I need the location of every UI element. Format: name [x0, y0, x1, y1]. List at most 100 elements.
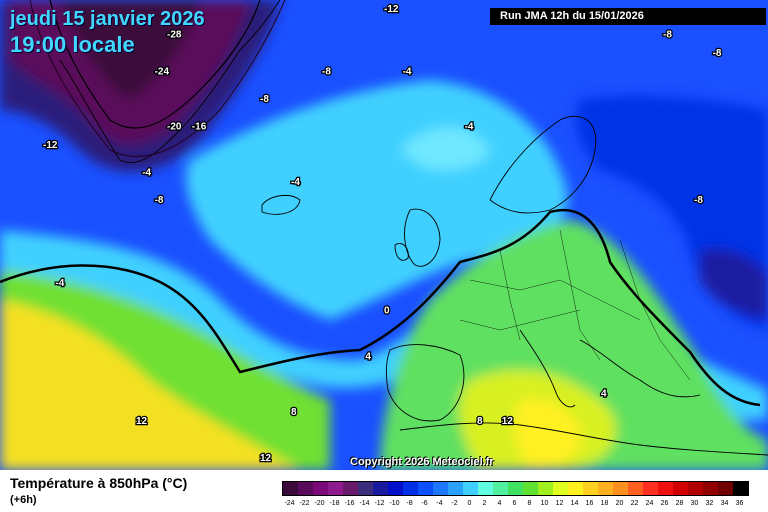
legend-label: -22	[299, 500, 310, 507]
isotherm-value-label: -28	[167, 30, 182, 41]
field-light-cyan	[400, 127, 490, 170]
legend-label: 6	[512, 500, 517, 507]
field-yellow-south	[514, 398, 581, 470]
legend-label: -12	[374, 500, 385, 507]
legend-label: -24	[284, 500, 295, 507]
legend-swatch	[373, 482, 388, 495]
legend-swatch	[598, 482, 613, 495]
legend-swatch	[583, 482, 598, 495]
isotherm-value-label: -8	[322, 66, 331, 77]
legend-swatch	[358, 482, 373, 495]
legend-label: 22	[630, 500, 639, 507]
legend-label: -10	[389, 500, 400, 507]
isotherm-greenland-b	[29, 0, 286, 157]
legend-label: -18	[329, 500, 340, 507]
isotherm-value-label: -12	[43, 140, 58, 151]
isotherm-zero	[0, 209, 761, 407]
isotherm-value-label: -16	[192, 122, 207, 133]
legend-swatch	[463, 482, 478, 495]
legend-label: 32	[705, 500, 714, 507]
borders	[459, 229, 691, 381]
coast-uk	[404, 208, 441, 267]
coast-iberia	[385, 344, 465, 422]
legend-swatch	[493, 482, 508, 495]
legend-swatch	[688, 482, 703, 495]
legend-label: 30	[690, 500, 699, 507]
isotherm-value-label: -4	[142, 168, 151, 179]
isotherm-value-label: 12	[502, 416, 514, 427]
forecast-date: jeudi 15 janvier 2026	[10, 8, 205, 30]
legend-swatch	[553, 482, 568, 495]
legend-swatch	[478, 482, 493, 495]
isotherm-value-label: -4	[55, 278, 64, 289]
isotherm-value-label: 12	[136, 416, 148, 427]
border-2	[499, 249, 521, 341]
isotherm-value-label: -8	[713, 48, 722, 59]
coast-balkans	[579, 339, 701, 398]
isotherm-value-label: 8	[291, 407, 297, 418]
legend-swatch	[628, 482, 643, 495]
coastlines	[59, 0, 768, 456]
legend-label: -20	[314, 500, 325, 507]
legend-label: 36	[735, 500, 744, 507]
legend-label: 12	[555, 500, 564, 507]
legend-label: 34	[720, 500, 729, 507]
isotherm-value-label: -8	[694, 195, 703, 206]
legend-label: 16	[585, 500, 594, 507]
field-darkest	[60, 0, 200, 100]
legend-swatch	[613, 482, 628, 495]
legend-label: 8	[527, 500, 532, 507]
isotherm-value-label: 0	[384, 306, 390, 317]
isotherm-value-label: 8	[477, 416, 483, 427]
legend-swatch	[328, 482, 343, 495]
isotherm-greenland-a	[49, 0, 261, 129]
legend-swatch	[643, 482, 658, 495]
isotherm-value-label: -8	[663, 30, 672, 41]
legend-swatch	[343, 482, 358, 495]
isotherm-value-label: 4	[365, 352, 371, 363]
legend-label: -8	[406, 500, 413, 507]
coast-ireland	[394, 243, 409, 261]
border-5	[459, 309, 581, 331]
coast-greenland	[59, 0, 281, 164]
isotherm-value-label: -4	[291, 177, 300, 188]
legend-swatch	[418, 482, 433, 495]
legend-label: 0	[467, 500, 472, 507]
legend-swatch	[703, 482, 718, 495]
legend-panel: Température à 850hPa (°C) (+6h) -24 -22 -2…	[0, 470, 768, 512]
coast-africa	[399, 422, 768, 456]
legend-swatch	[568, 482, 583, 495]
legend-swatch	[508, 482, 523, 495]
isotherm-labels: -12 -28 -24 -20 -16 -12 -4 -8 -8 -8 -4 -4 -4 -8 -8 -8 -4…	[42, 3, 723, 465]
coast-iceland	[261, 194, 301, 215]
isotherm-value-label: -4	[403, 66, 412, 77]
field-green-sw	[0, 260, 330, 470]
legend-swatch	[298, 482, 313, 495]
legend-swatch	[313, 482, 328, 495]
temperature-field	[0, 0, 768, 470]
border-4	[619, 239, 691, 381]
legend-swatch	[388, 482, 403, 495]
isotherm-value-label: 12	[260, 453, 272, 464]
coast-scandinavia	[489, 115, 597, 214]
isotherm-value-label: -20	[167, 122, 182, 133]
legend-swatch	[403, 482, 418, 495]
legend-swatch	[538, 482, 553, 495]
legend-label: 20	[615, 500, 624, 507]
variable-title: Température à 850hPa (°C)	[10, 475, 188, 491]
temperature-map: -12 -28 -24 -20 -16 -12 -4 -8 -8 -8 -4 -4 -4 -8 -8 -8 -4…	[0, 0, 768, 470]
legend-swatch	[523, 482, 538, 495]
field-cold-russia-core	[700, 249, 768, 320]
border-1	[469, 279, 641, 321]
color-scale-labels: -24 -22 -20 -18 -16 -14 -12 -10 -8 -6 -4 -2 0 2 4 6 8 10 1…	[282, 500, 752, 510]
legend-label: 10	[540, 500, 549, 507]
isotherm-value-label: -8	[155, 195, 164, 206]
legend-label: 24	[645, 500, 654, 507]
legend-swatch	[448, 482, 463, 495]
legend-swatch	[433, 482, 448, 495]
legend-label: -14	[359, 500, 370, 507]
isotherm-value-label: -4	[465, 122, 474, 133]
legend-swatch	[658, 482, 673, 495]
legend-label: -2	[451, 500, 458, 507]
legend-swatch	[673, 482, 688, 495]
